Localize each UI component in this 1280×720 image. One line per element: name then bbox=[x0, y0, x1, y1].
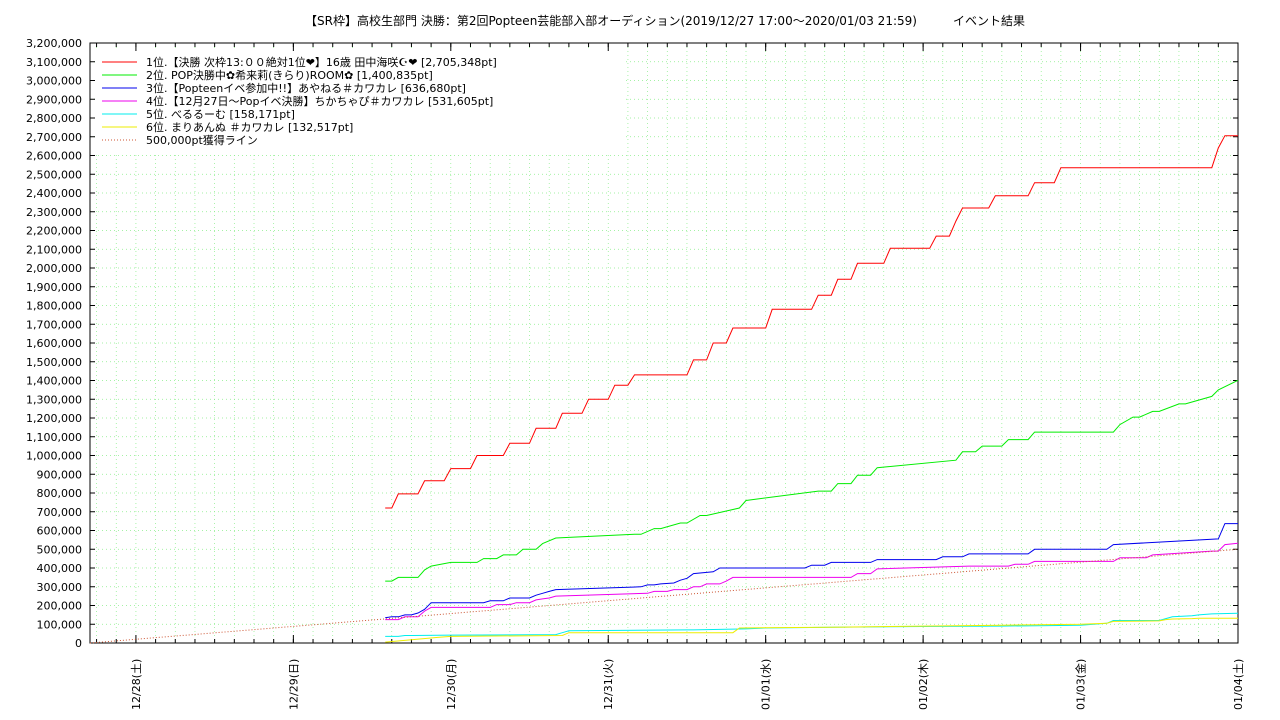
legend-label-4: 4位.【12月27日～Popイベ決勝】ちかちゃぴ＃カワカレ [531,605pt… bbox=[146, 94, 493, 108]
y-tick-label: 2,800,000 bbox=[26, 112, 82, 125]
y-tick-label: 2,700,000 bbox=[26, 131, 82, 144]
x-tick-label: 01/04(土) bbox=[1232, 659, 1245, 710]
y-tick-label: 2,000,000 bbox=[26, 262, 82, 275]
x-tick-label: 12/31(火) bbox=[602, 659, 615, 710]
series-line-2 bbox=[385, 379, 1239, 582]
x-tick-label: 01/02(木) bbox=[917, 659, 930, 710]
series-line-4 bbox=[385, 542, 1239, 621]
series-line-6 bbox=[385, 617, 1239, 643]
x-tick-label: 12/29(日) bbox=[287, 659, 300, 710]
y-tick-label: 1,300,000 bbox=[26, 393, 82, 406]
chart-title: 【SR枠】高校生部門 決勝：第2回Popteen芸能部入部オーディション(201… bbox=[305, 13, 1025, 28]
y-tick-label: 3,200,000 bbox=[26, 37, 82, 50]
y-tick-label: 2,400,000 bbox=[26, 187, 82, 200]
y-tick-label: 1,600,000 bbox=[26, 337, 82, 350]
x-tick-label: 12/28(土) bbox=[130, 659, 143, 710]
y-tick-label: 500,000 bbox=[37, 543, 83, 556]
y-tick-label: 1,200,000 bbox=[26, 412, 82, 425]
series-line-5 bbox=[385, 612, 1239, 637]
y-tick-label: 1,500,000 bbox=[26, 356, 82, 369]
y-tick-label: 2,300,000 bbox=[26, 206, 82, 219]
y-tick-label: 200,000 bbox=[37, 600, 83, 613]
y-tick-label: 2,500,000 bbox=[26, 168, 82, 181]
legend-label-2: 2位. POP決勝中✿希来莉(きらり)ROOM✿ [1,400,835pt] bbox=[146, 68, 433, 82]
y-tick-label: 1,400,000 bbox=[26, 375, 82, 388]
legend-label-1: 1位.【決勝 次枠13:００絶対1位❤】16歳 田中海咲☪❤ [2,705,34… bbox=[146, 55, 497, 69]
y-tick-label: 2,900,000 bbox=[26, 93, 82, 106]
legend-label-7: 500,000pt獲得ライン bbox=[146, 134, 258, 147]
y-tick-label: 1,700,000 bbox=[26, 318, 82, 331]
y-tick-label: 800,000 bbox=[37, 487, 83, 500]
y-tick-label: 700,000 bbox=[37, 506, 83, 519]
x-tick-label: 01/03(金) bbox=[1074, 659, 1088, 710]
y-tick-label: 900,000 bbox=[37, 468, 83, 481]
legend-label-3: 3位.【Popteenイベ参加中!!】あやねる＃カワカレ [636,680pt] bbox=[146, 81, 466, 95]
y-tick-label: 3,100,000 bbox=[26, 56, 82, 69]
series-line-7 bbox=[89, 548, 1239, 644]
y-tick-label: 300,000 bbox=[37, 581, 83, 594]
y-tick-label: 0 bbox=[75, 637, 82, 650]
y-tick-label: 2,100,000 bbox=[26, 243, 82, 256]
y-tick-label: 600,000 bbox=[37, 525, 83, 538]
y-tick-label: 3,000,000 bbox=[26, 75, 82, 88]
y-tick-label: 1,900,000 bbox=[26, 281, 82, 294]
y-tick-label: 2,200,000 bbox=[26, 225, 82, 238]
chart-series bbox=[89, 135, 1239, 644]
y-tick-label: 1,100,000 bbox=[26, 431, 82, 444]
y-tick-label: 100,000 bbox=[37, 618, 83, 631]
plot-frame bbox=[89, 42, 1239, 644]
series-line-1 bbox=[385, 135, 1238, 509]
y-tick-label: 400,000 bbox=[37, 562, 83, 575]
y-tick-label: 1,000,000 bbox=[26, 450, 82, 463]
legend-label-6: 6位. まりあんぬ ＃カワカレ [132,517pt] bbox=[146, 120, 353, 134]
chart-legend: 1位.【決勝 次枠13:００絶対1位❤】16歳 田中海咲☪❤ [2,705,34… bbox=[96, 51, 624, 155]
legend-box bbox=[96, 51, 624, 155]
legend-label-5: 5位. べるるーむ [158,171pt] bbox=[146, 107, 295, 121]
x-tick-label: 01/01(水) bbox=[760, 659, 773, 710]
y-tick-label: 1,800,000 bbox=[26, 300, 82, 313]
chart-axes: 0 100,000 200,000 300,000 400,000 500,000 600,… bbox=[26, 37, 1245, 710]
y-tick-label: 2,600,000 bbox=[26, 150, 82, 163]
x-tick-label: 12/30(月) bbox=[445, 659, 458, 710]
series-line-3 bbox=[385, 523, 1238, 619]
